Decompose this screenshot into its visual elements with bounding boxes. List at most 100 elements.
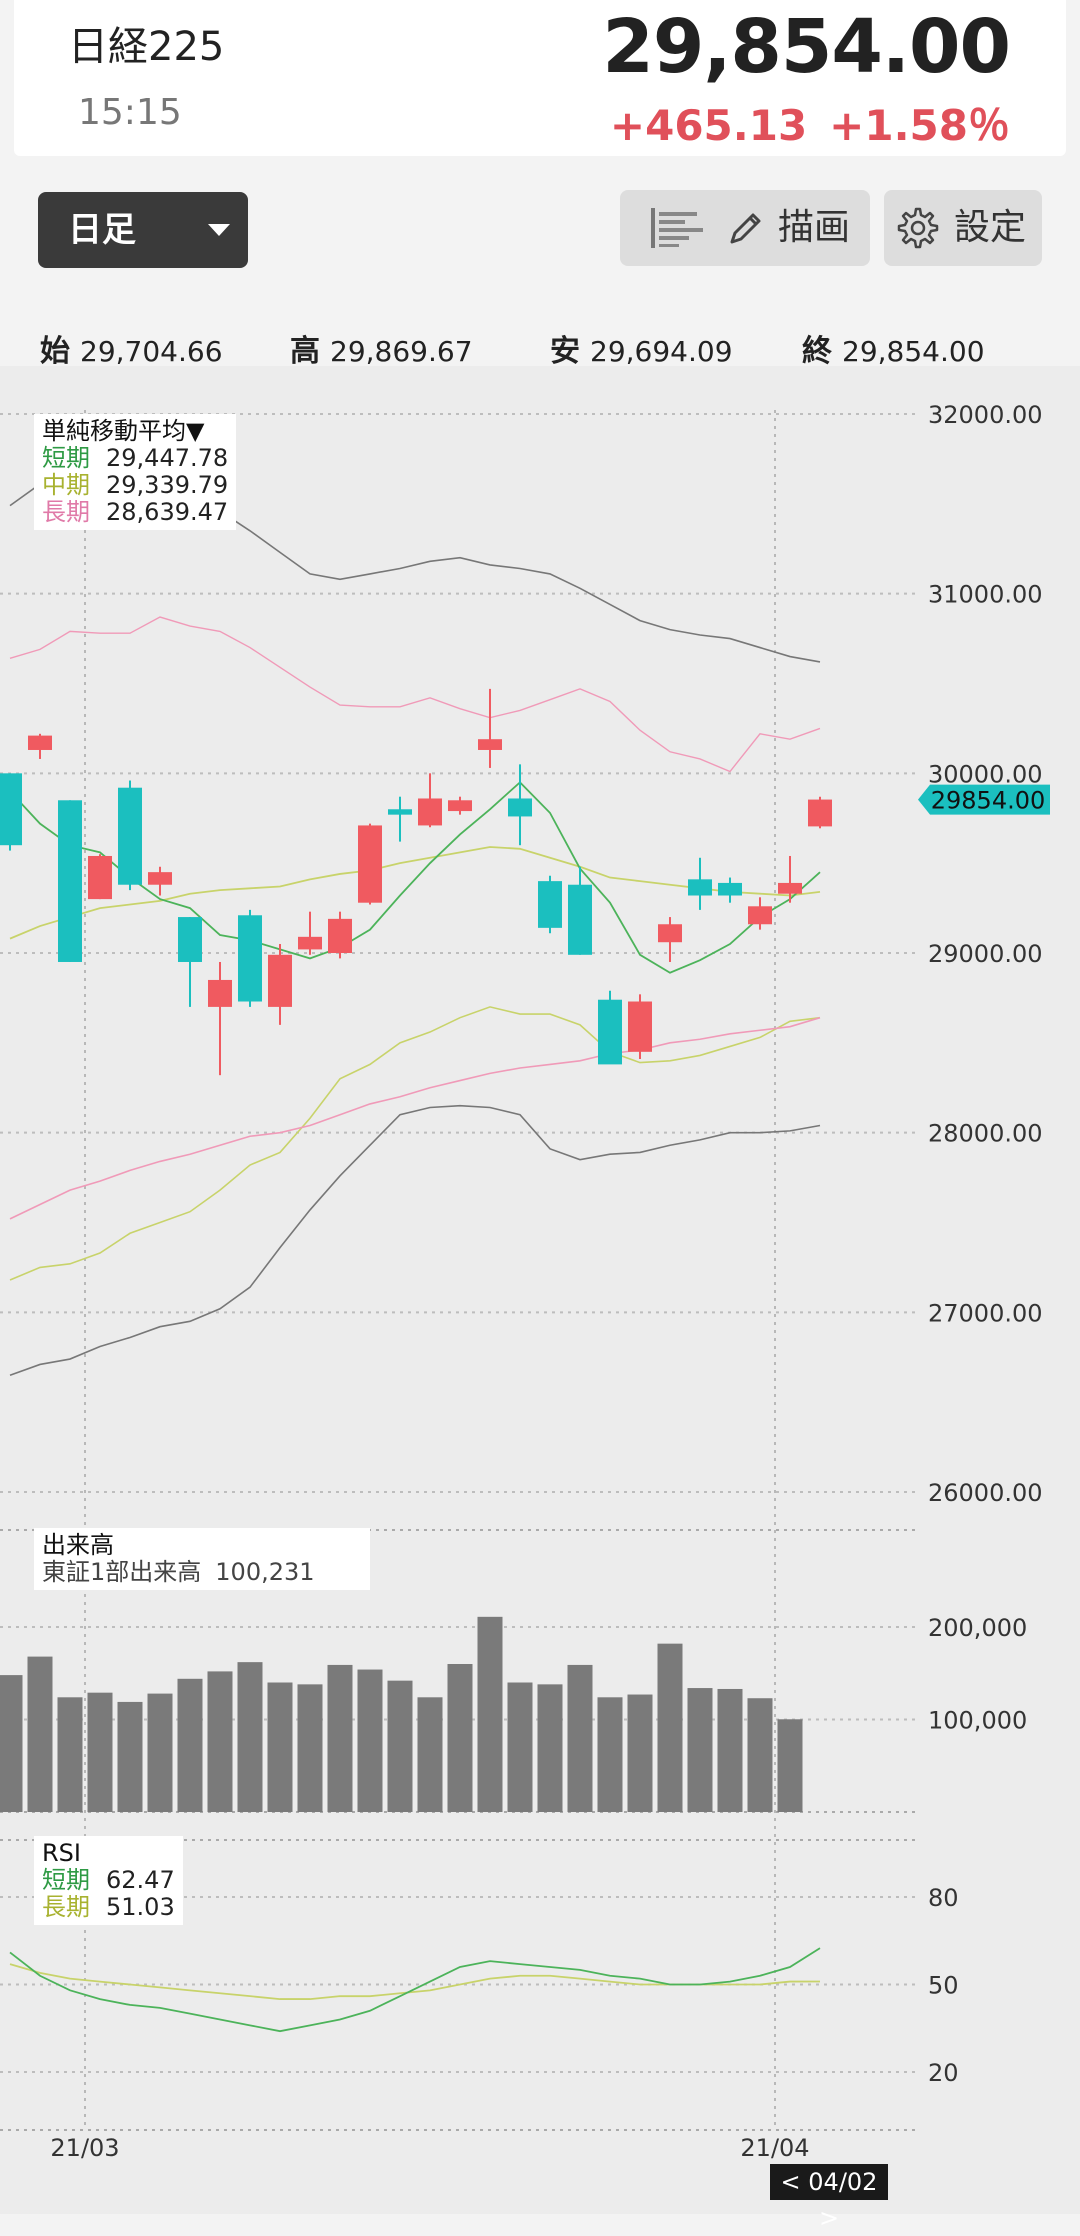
volume-bar [237,1662,263,1812]
volume-bar [207,1671,233,1812]
candle-body [88,855,112,900]
period-label: 日足 [68,210,136,250]
open-value: 29,704.66 [80,335,223,368]
volume-bar [687,1688,713,1812]
price-tick-label: 32000.00 [928,401,1043,429]
bollinger-lower-line [9,1006,821,1281]
last-price-tag [918,784,1050,815]
volume-bar [717,1688,743,1812]
volume-bar [357,1669,383,1812]
volume-bar [267,1682,293,1812]
ma-mid-label: 中期 [42,471,90,499]
draw-button[interactable]: 描画 [712,190,870,266]
ohlc-low: 安 29,694.09 [550,326,733,370]
index-name: 日経225 [68,24,225,70]
volume-legend: 出来高 東証1部出来高 100,231 [34,1528,370,1590]
settings-button[interactable]: 設定 [884,190,1042,266]
ma-short-label: 短期 [42,444,90,472]
volume-bar [297,1684,323,1812]
candle-body [478,739,502,750]
volume-bar [567,1664,593,1812]
candle-body [418,798,442,826]
candle-body [208,979,232,1007]
volume-bar [27,1656,53,1812]
current-price: 29,854.00 [602,4,1011,90]
chart-toolbar: 日足 描画 設定 [0,170,1080,310]
volume-bar [657,1643,683,1812]
volume-bar [417,1697,443,1812]
rsi-short-value: 62.47 [106,1866,175,1894]
price-change: +465.13 +1.58％ [588,92,1010,153]
candle-body [148,872,172,885]
low-value: 29,694.09 [590,335,733,368]
rsi-long-label: 長期 [42,1893,90,1921]
price-tick-label: 31000.00 [928,581,1043,609]
volume-bar [447,1664,473,1812]
rsi-short-label: 短期 [42,1866,90,1894]
volume-bar [537,1684,563,1812]
candle-body [268,954,292,1007]
candle-body [748,906,772,925]
rsi-short-line [9,1947,821,2033]
volume-bar [147,1693,173,1812]
change-percent: +1.58％ [829,101,1010,150]
quote-time: 15:15 [78,92,182,133]
volume-bar [387,1680,413,1812]
volume-legend-value: 100,231 [215,1558,315,1586]
candle-body [238,915,262,1002]
candle-body [118,787,142,885]
rsi-tick-label: 80 [928,1884,959,1912]
volume-bar [627,1694,653,1812]
candle-body [28,735,52,750]
rsi-tick-label: 20 [928,2059,959,2087]
settings-label: 設定 [954,207,1027,248]
high-value: 29,869.67 [330,335,473,368]
ohlc-high: 高 29,869.67 [290,326,473,370]
date-tick-label: 21/04 [740,2134,809,2162]
ohlc-close: 終 29,854.00 [802,326,985,370]
period-select[interactable]: 日足 [38,192,248,268]
ma-mid-value: 29,339.79 [106,471,229,499]
ma-legend[interactable]: 単純移動平均▼ 短期 29,447.78 中期 29,339.79 長期 28,639… [34,414,237,530]
volume-bar [597,1697,623,1812]
rsi-long-row: 長期 51.03 [42,1894,175,1921]
candle-body [658,924,682,943]
ma-long-label: 長期 [42,498,90,526]
close-label: 終 [802,334,832,369]
volume-tick-label: 100,000 [928,1707,1027,1735]
candle-body [58,800,82,962]
candle-body [358,825,382,903]
date-tick-label: 21/03 [50,2134,119,2162]
candle-body [808,799,832,827]
candle-body [178,917,202,962]
quote-header: 日経225 15:15 29,854.00 +465.13 +1.58％ [14,0,1066,156]
close-value: 29,854.00 [842,335,985,368]
volume-bar [327,1664,353,1812]
ma-legend-title: 単純移動平均▼ [42,417,205,445]
rsi-legend: RSI 短期 62.47 長期 51.03 [34,1836,183,1925]
price-tick-label: 27000.00 [928,1299,1043,1327]
candle-body [298,936,322,950]
volume-bar [477,1616,503,1812]
volume-tick-label: 200,000 [928,1614,1027,1642]
open-label: 始 [40,334,70,369]
candle-body [328,918,352,953]
volume-bar [507,1682,533,1812]
bollinger-outer-lower-line [9,1104,821,1376]
pencil-icon [730,213,761,244]
volume-bar [177,1678,203,1812]
ohlc-open: 始 29,704.66 [40,326,223,370]
candle-body [568,884,592,955]
gear-icon [897,207,939,249]
ma-mid-row: 中期 29,339.79 [42,472,228,499]
date-badge[interactable]: < 04/02 > [770,2164,888,2232]
candle-body [538,881,562,928]
rsi-short-row: 短期 62.47 [42,1867,175,1894]
volume-legend-title: 出来高 [42,1531,114,1559]
volume-bar [747,1698,773,1812]
last-price-tag-label: 29854.00 [931,787,1046,815]
candle-body [0,773,22,846]
draw-label: 描画 [778,207,851,248]
candle-body [718,882,742,896]
ma-long-row: 長期 28,639.47 [42,499,228,526]
